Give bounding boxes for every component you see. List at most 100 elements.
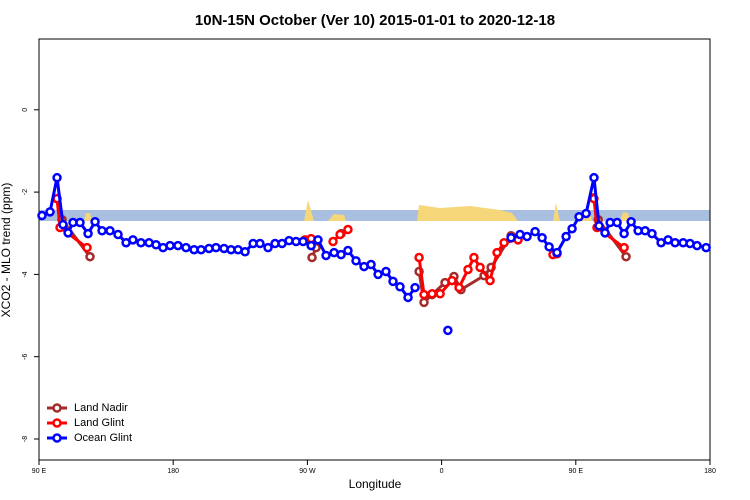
x-tick-label: 180 [704,468,716,475]
legend-label: Ocean Glint [74,432,132,444]
data-point [97,226,107,236]
data-point [113,229,123,240]
y-tick-label: -2 [22,189,29,195]
data-point [435,288,445,299]
y-tick-label: -4 [22,271,29,277]
data-point [85,251,95,262]
data-point [463,264,473,275]
data-point [83,228,93,239]
land-patch [304,200,314,221]
data-point [52,172,62,183]
data-point [82,242,92,253]
data-point [298,236,308,247]
y-tick-label: -8 [22,436,29,442]
data-point [63,228,73,238]
data-point [313,235,323,245]
data-point [75,217,85,228]
data-point [306,240,316,251]
land-patch [553,203,560,221]
data-point [600,228,610,238]
land-patch [84,213,92,221]
data-point [552,247,562,258]
data-point [419,297,429,308]
data-point [619,228,629,239]
data-point [454,282,464,293]
data-point [414,252,424,263]
x-tick-label: 180 [167,468,179,475]
chart-title: 10N-15N October (Ver 10) 2015-01-01 to 2… [195,12,555,29]
data-point [485,275,495,286]
data-point [307,252,317,263]
x-axis-label: Longitude [349,477,402,491]
data-point [366,259,376,270]
data-point [594,221,604,231]
data-point [506,233,516,243]
data-point [530,226,540,237]
land-patch [417,205,518,221]
data-point [447,275,457,286]
data-point [619,242,629,253]
data-point [388,276,398,287]
data-point [626,216,636,227]
legend-marker [52,418,62,428]
data-point [574,212,584,222]
data-point [343,224,353,235]
x-tick-label: 0 [440,468,444,475]
data-point [589,172,599,183]
data-point [381,266,391,277]
data-point [136,237,146,248]
data-point [492,247,502,258]
data-point [240,247,250,257]
data-point [173,240,183,251]
data-point [105,226,115,236]
ocean-band [39,210,710,221]
data-point [692,240,702,251]
data-point [128,235,138,245]
data-point [544,242,554,252]
x-tick-label: 90 E [32,468,47,475]
data-point [395,281,405,292]
data-point [90,216,100,227]
data-point [335,229,345,240]
x-tick-label: 90 E [569,468,584,475]
data-point [621,251,631,262]
data-point [181,242,191,253]
data-point [701,242,711,253]
data-point [373,269,383,280]
data-point [612,217,622,228]
data-point [328,236,338,247]
data-point [211,242,221,253]
data-point [343,245,353,256]
y-tick-label: -6 [22,353,29,359]
data-point [45,207,55,217]
legend-label: Land Nadir [74,402,128,414]
y-tick-label: 0 [22,108,29,112]
x-tick-label: 90 W [299,468,316,475]
data-point [37,210,47,221]
data-point [561,231,571,242]
data-point [196,244,206,255]
data-point [427,288,437,299]
data-point [443,325,453,336]
data-point [321,250,331,261]
y-axis-label: XCO2 - MLO trend (ppm) [0,183,13,318]
data-point [499,237,509,248]
land-patch [328,214,346,221]
data-point [469,252,479,263]
data-point [403,292,413,303]
legend-marker [52,403,62,413]
legend-marker [52,433,62,443]
data-point [255,238,265,249]
data-point [58,219,68,230]
data-point [522,231,532,242]
data-point [537,233,547,243]
data-point [475,262,485,273]
data-point [581,208,591,219]
data-point [263,242,273,253]
data-point [165,240,175,251]
data-point [351,256,361,266]
data-point [410,282,420,293]
data-point [336,249,346,260]
